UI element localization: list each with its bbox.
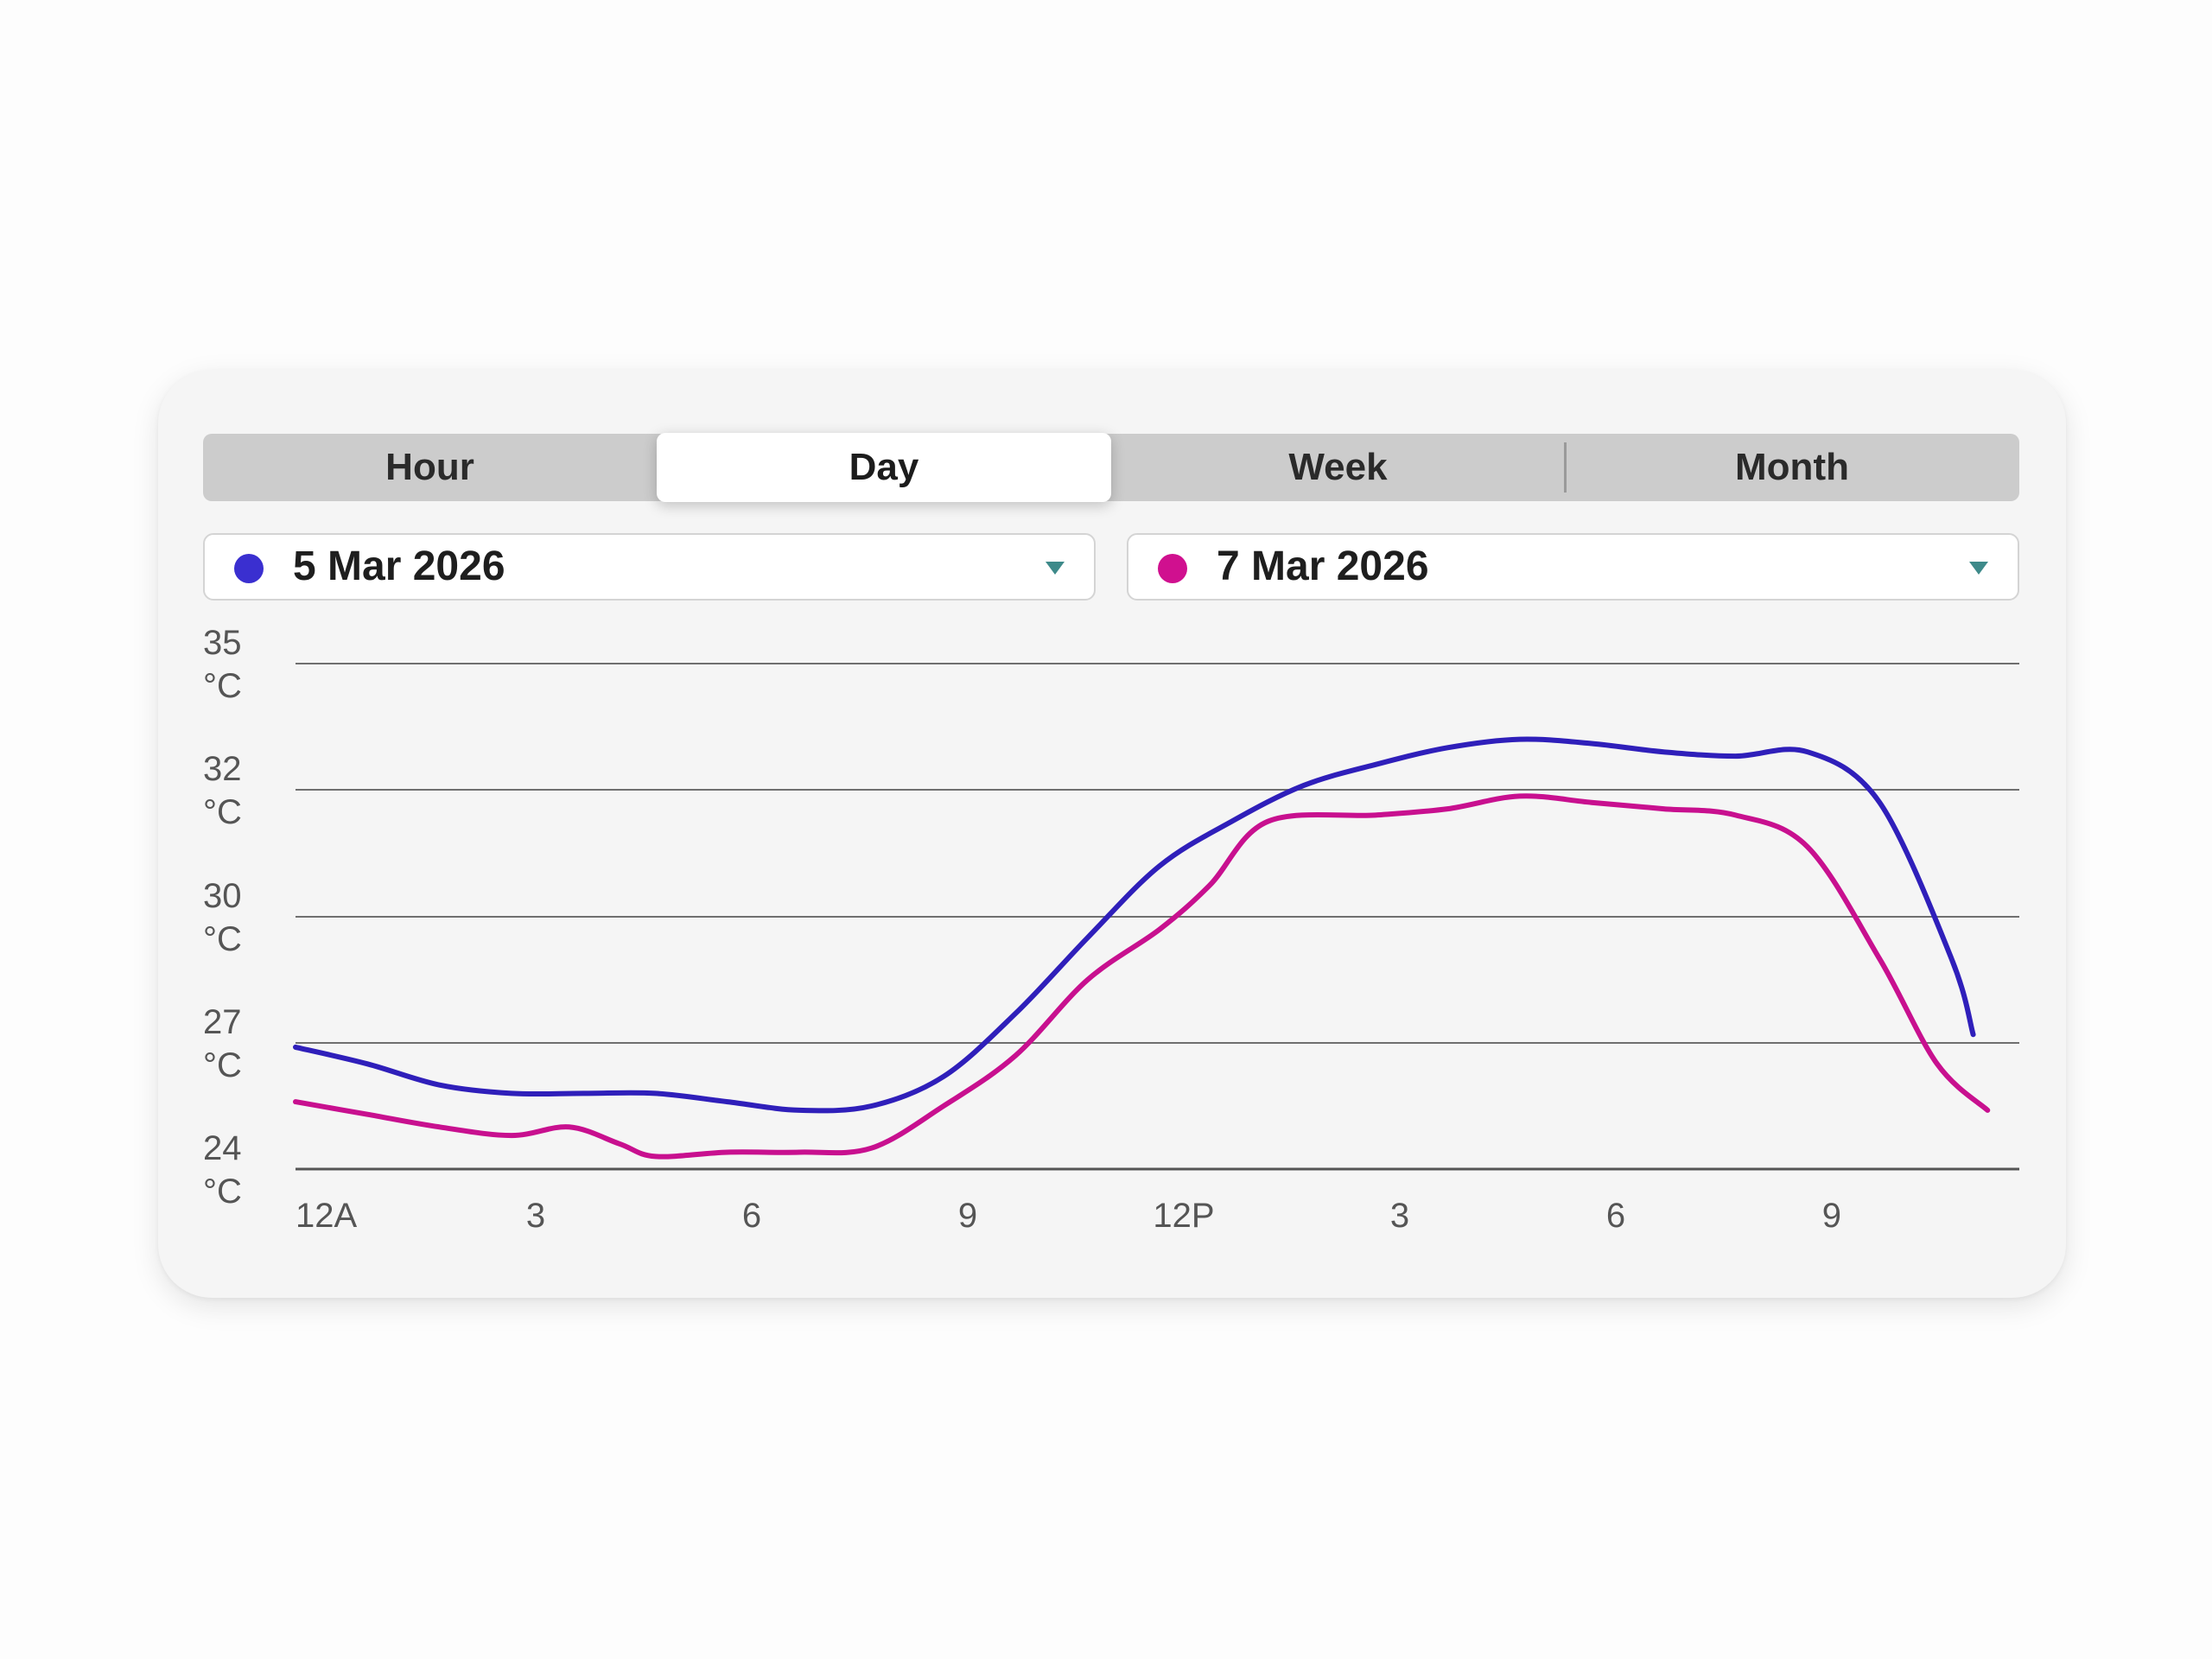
tab-day[interactable]: Day <box>657 433 1111 502</box>
x-tick-label: 9 <box>957 1197 978 1235</box>
y-tick-label: 35 °C <box>203 624 242 705</box>
y-tick-label: 32 °C <box>203 750 242 831</box>
series-line-secondary <box>293 793 1991 1160</box>
tab-hour[interactable]: Hour <box>385 446 474 488</box>
date-select-secondary-label: 7 Mar 2026 <box>1217 543 1429 589</box>
x-tick-label: 12P <box>1153 1197 1215 1235</box>
range-segmented-control: Hour Day Week Month <box>203 433 2019 502</box>
y-tick-label: 27 °C <box>203 1003 242 1084</box>
x-tick-label: 3 <box>1389 1197 1410 1235</box>
tab-week[interactable]: Week <box>1288 446 1388 488</box>
x-tick-label: 6 <box>1605 1197 1626 1235</box>
chevron-down-icon <box>1046 562 1065 575</box>
y-tick-label: 30 °C <box>203 877 242 958</box>
y-tick-label: 24 °C <box>203 1129 242 1211</box>
tab-divider <box>1564 442 1567 493</box>
series-color-dot <box>1158 554 1187 583</box>
date-select-secondary[interactable]: 7 Mar 2026 <box>1127 533 2019 601</box>
tab-month[interactable]: Month <box>1735 446 1849 488</box>
date-select-primary-label: 5 Mar 2026 <box>293 543 505 589</box>
chevron-down-icon <box>1969 562 1988 575</box>
x-tick-label: 12A <box>296 1197 358 1235</box>
x-tick-label: 9 <box>1821 1197 1842 1235</box>
x-tick-label: 6 <box>741 1197 762 1235</box>
series-line-primary <box>293 736 1976 1114</box>
chart-card <box>158 370 2066 1298</box>
date-select-primary[interactable]: 5 Mar 2026 <box>203 533 1096 601</box>
x-tick-label: 3 <box>525 1197 546 1235</box>
series-color-dot <box>234 554 264 583</box>
